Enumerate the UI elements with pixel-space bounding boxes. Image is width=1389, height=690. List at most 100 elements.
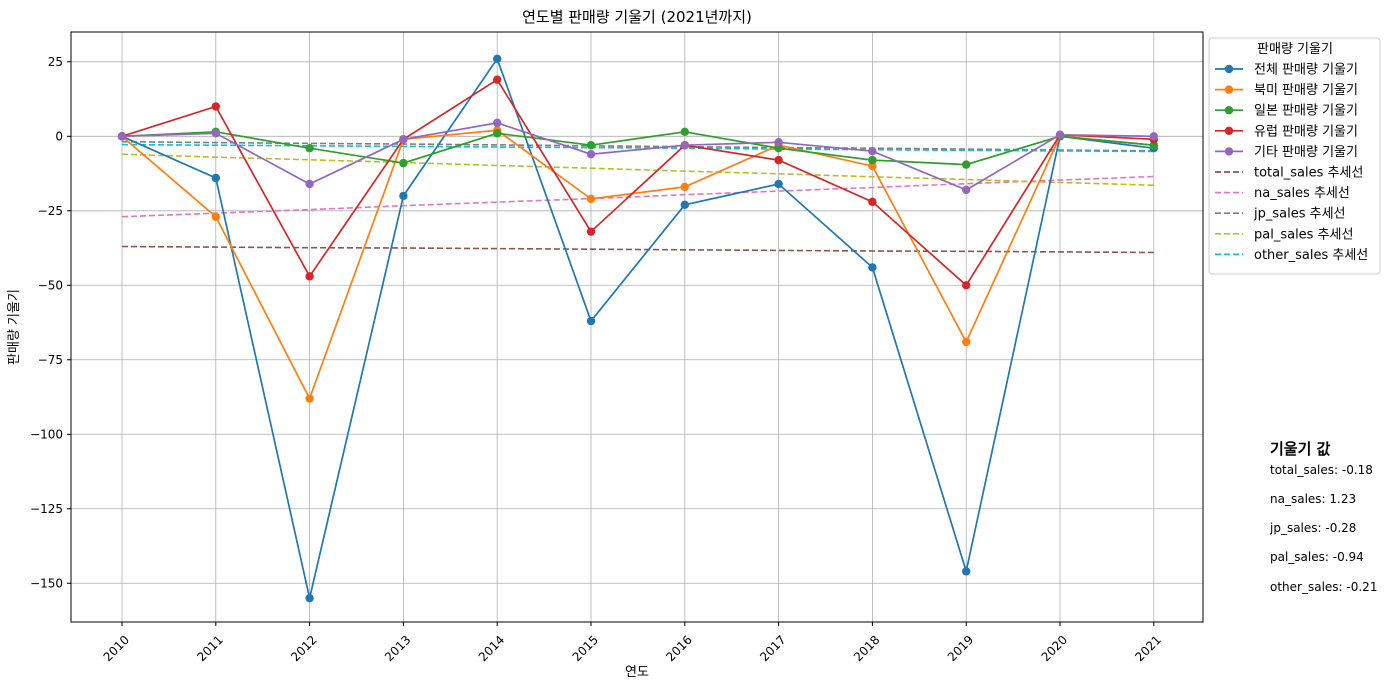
legend-label-pal_sales-추세선: pal_sales 추세선 xyxy=(1254,227,1353,242)
data-point-일본-판매량-기울기 xyxy=(493,129,502,138)
y-tick-label: −75 xyxy=(38,353,63,367)
plot-frame xyxy=(70,31,1204,623)
data-point-전체-판매량-기울기 xyxy=(680,200,689,210)
slope-annotation: 기울기 값 total_sales: -0.18 na_sales: 1.23 … xyxy=(1269,440,1377,594)
data-point-일본-판매량-기울기 xyxy=(868,155,877,165)
x-tick-label: 2017 xyxy=(757,633,788,664)
x-tick-label: 2021 xyxy=(1132,633,1163,664)
y-axis-label: 판매량 기울기 xyxy=(7,289,22,365)
legend-marker-기타-판매량-기울기 xyxy=(1224,147,1234,156)
grid-lines xyxy=(71,32,1203,622)
series-line-일본-판매량-기울기 xyxy=(121,130,1154,166)
data-point-전체-판매량-기울기 xyxy=(305,593,314,603)
legend-marker-일본-판매량-기울기 xyxy=(1224,106,1234,115)
data-point-기타-판매량-기울기 xyxy=(1149,132,1159,141)
series-line-jp_sales-추세선 xyxy=(121,140,1154,152)
data-point-일본-판매량-기울기 xyxy=(680,127,689,137)
data-point-일본-판매량-기울기 xyxy=(1149,141,1159,150)
data-point-기타-판매량-기울기 xyxy=(399,135,408,144)
x-tick-label: 2014 xyxy=(476,633,507,664)
legend-title: 판매량 기울기 xyxy=(1257,42,1333,57)
legend-label-일본-판매량-기울기: 일본 판매량 기울기 xyxy=(1254,104,1358,119)
y-tick-label: 0 xyxy=(55,129,63,143)
data-point-기타-판매량-기울기 xyxy=(774,138,783,147)
data-point-전체-판매량-기울기 xyxy=(586,316,596,326)
legend-label-전체-판매량-기울기: 전체 판매량 기울기 xyxy=(1254,63,1358,78)
data-point-일본-판매량-기울기 xyxy=(399,158,408,168)
x-tick-label: 2011 xyxy=(194,633,225,664)
x-tick-label: 2018 xyxy=(851,633,882,664)
slope-value-pal: pal_sales: -0.94 xyxy=(1270,550,1364,564)
data-point-북미-판매량-기울기 xyxy=(962,337,971,347)
legend-label-other_sales-추세선: other_sales 추세선 xyxy=(1254,248,1368,263)
data-point-전체-판매량-기울기 xyxy=(868,263,877,272)
data-point-유럽-판매량-기울기 xyxy=(962,281,971,290)
legend-label-기타-판매량-기울기: 기타 판매량 기울기 xyxy=(1254,145,1358,160)
x-tick-label: 2019 xyxy=(945,633,976,664)
y-tick-label: −25 xyxy=(38,204,63,218)
series-line-북미-판매량-기울기 xyxy=(121,129,1154,401)
y-tick-label: −100 xyxy=(30,427,63,441)
data-point-유럽-판매량-기울기 xyxy=(868,197,877,207)
data-point-기타-판매량-기울기 xyxy=(586,149,596,159)
series-layer xyxy=(117,54,1159,603)
y-tick-label: −125 xyxy=(30,502,63,516)
data-point-북미-판매량-기울기 xyxy=(305,394,314,403)
series-line-기타-판매량-기울기 xyxy=(121,122,1154,191)
legend-label-jp_sales-추세선: jp_sales 추세선 xyxy=(1253,207,1346,222)
x-tick-label: 2010 xyxy=(101,633,132,664)
data-point-일본-판매량-기울기 xyxy=(962,160,971,169)
data-point-기타-판매량-기울기 xyxy=(211,129,220,138)
series-line-전체-판매량-기울기 xyxy=(121,56,1154,599)
slope-value-na: na_sales: 1.23 xyxy=(1270,492,1356,506)
data-point-유럽-판매량-기울기 xyxy=(305,272,314,281)
data-point-북미-판매량-기울기 xyxy=(211,212,220,221)
slope-value-total: total_sales: -0.18 xyxy=(1270,463,1373,477)
x-tick-label: 2013 xyxy=(382,633,413,664)
data-point-전체-판매량-기울기 xyxy=(399,191,408,201)
data-point-북미-판매량-기울기 xyxy=(868,161,877,171)
legend-marker-전체-판매량-기울기 xyxy=(1224,64,1234,74)
series-line-na_sales-추세선 xyxy=(121,175,1154,218)
x-axis-label: 연도 xyxy=(625,665,649,680)
y-tick-label: −50 xyxy=(38,278,63,292)
x-axis-ticks: 2010 2011 2012 2013 2014 2015 2016 2017 2018 2019… xyxy=(101,622,1164,664)
data-point-일본-판매량-기울기 xyxy=(305,144,314,153)
x-tick-label: 2016 xyxy=(663,633,694,664)
data-point-기타-판매량-기울기 xyxy=(1055,130,1065,140)
data-point-전체-판매량-기울기 xyxy=(774,179,783,189)
legend-label-유럽-판매량-기울기: 유럽 판매량 기울기 xyxy=(1254,124,1358,139)
data-point-일본-판매량-기울기 xyxy=(774,144,783,153)
x-tick-label: 2020 xyxy=(1039,633,1070,664)
data-point-전체-판매량-기울기 xyxy=(962,567,971,576)
data-point-기타-판매량-기울기 xyxy=(962,185,971,195)
legend-marker-유럽-판매량-기울기 xyxy=(1224,126,1234,135)
series-line-유럽-판매량-기울기 xyxy=(121,78,1154,287)
data-point-기타-판매량-기울기 xyxy=(680,141,689,150)
slope-annotation-title: 기울기 값 xyxy=(1270,440,1331,458)
data-point-북미-판매량-기울기 xyxy=(680,182,689,192)
slope-value-jp: jp_sales: -0.28 xyxy=(1269,521,1356,535)
slope-value-other: other_sales: -0.21 xyxy=(1270,580,1377,594)
y-axis-ticks: 25 0 −25 −50 −75 −100 −125 −150 xyxy=(30,55,71,590)
plot-area xyxy=(71,32,1203,622)
data-point-기타-판매량-기울기 xyxy=(305,179,314,189)
data-point-기타-판매량-기울기 xyxy=(868,146,877,156)
x-tick-label: 2015 xyxy=(570,633,601,664)
legend-label-total_sales-추세선: total_sales 추세선 xyxy=(1254,166,1363,181)
x-tick-label: 2012 xyxy=(288,633,319,664)
y-tick-label: 25 xyxy=(48,55,63,69)
legend-label-na_sales-추세선: na_sales 추세선 xyxy=(1254,186,1350,201)
data-point-전체-판매량-기울기 xyxy=(211,173,220,183)
data-point-일본-판매량-기울기 xyxy=(586,141,596,150)
data-point-유럽-판매량-기울기 xyxy=(211,102,220,111)
y-tick-label: −150 xyxy=(30,576,63,590)
data-point-유럽-판매량-기울기 xyxy=(586,227,596,236)
data-point-북미-판매량-기울기 xyxy=(586,194,596,204)
data-point-기타-판매량-기울기 xyxy=(493,118,502,128)
legend-box xyxy=(1208,37,1381,275)
legend-label-북미-판매량-기울기: 북미 판매량 기울기 xyxy=(1254,83,1358,98)
